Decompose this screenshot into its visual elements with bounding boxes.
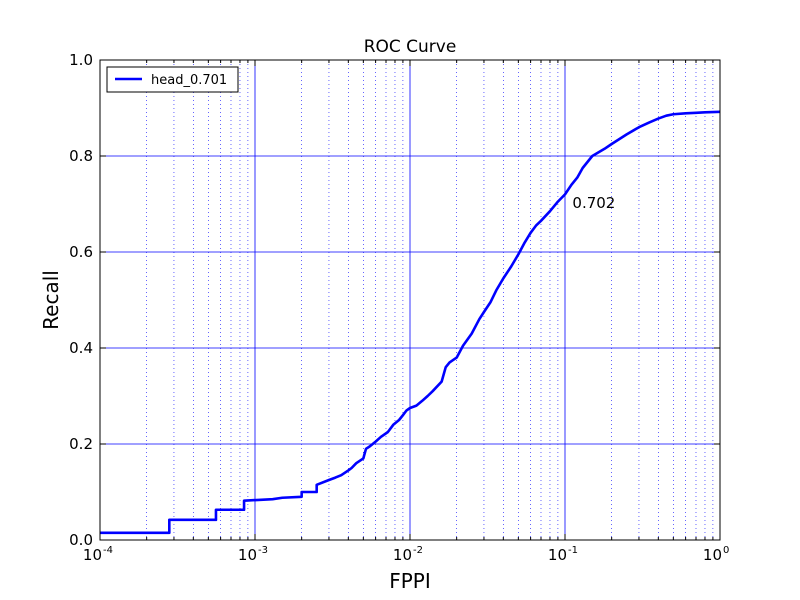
x-tick-exponent: -2 bbox=[413, 545, 423, 556]
series-layer bbox=[100, 110, 721, 535]
x-tick-base: 10 bbox=[393, 546, 412, 564]
roc-series-line bbox=[100, 110, 721, 535]
y-tick-label: 0.6 bbox=[69, 243, 93, 261]
x-axis-label: FPPI bbox=[389, 569, 431, 593]
x-tick-label: 10 0 bbox=[703, 545, 729, 564]
y-axis-label: Recall bbox=[39, 270, 63, 330]
y-tick-label: 0.4 bbox=[69, 339, 93, 357]
x-tick-exponent: -1 bbox=[568, 545, 578, 556]
x-tick-base: 10 bbox=[83, 546, 102, 564]
x-tick-base: 10 bbox=[238, 546, 257, 564]
y-tick-label: 0.8 bbox=[69, 147, 93, 165]
x-tick-exponent: -4 bbox=[103, 545, 113, 556]
y-tick-label: 0.2 bbox=[69, 435, 93, 453]
y-tick-label: 1.0 bbox=[69, 51, 93, 69]
legend-entry-label: head_0.701 bbox=[151, 73, 227, 88]
x-tick-base: 10 bbox=[703, 546, 722, 564]
x-tick-label: 10 -4 bbox=[83, 545, 113, 564]
x-tick-base: 10 bbox=[548, 546, 567, 564]
legend: head_0.701 bbox=[106, 66, 239, 93]
y-tick-label: 0.0 bbox=[69, 531, 93, 549]
labels-layer: 10 -4 10 -3 10 -2 10 -1 10 00.00.20.40.60.81.00.7… bbox=[69, 51, 729, 564]
ticks-layer bbox=[99, 59, 721, 541]
annotation-label: 0.702 bbox=[572, 194, 615, 212]
chart-title: ROC Curve bbox=[364, 37, 457, 57]
x-tick-label: 10 -2 bbox=[393, 545, 423, 564]
x-tick-exponent: -3 bbox=[258, 545, 268, 556]
x-tick-label: 10 -1 bbox=[548, 545, 578, 564]
x-tick-exponent: 0 bbox=[723, 545, 729, 556]
x-tick-label: 10 -3 bbox=[238, 545, 268, 564]
grid-layer bbox=[99, 59, 721, 541]
